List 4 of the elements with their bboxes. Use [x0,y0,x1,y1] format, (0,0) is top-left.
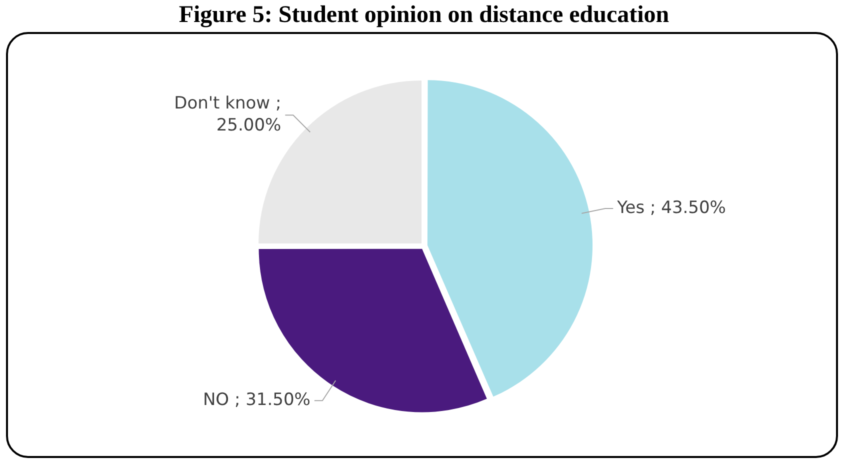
chart-title: Figure 5: Student opinion on distance education [178,1,670,30]
slice-label: NO ; 31.50% [202,390,310,410]
slice-label: Don't know ; 25.00% [174,94,282,136]
slice-label: Yes ; 43.50% [616,198,726,218]
